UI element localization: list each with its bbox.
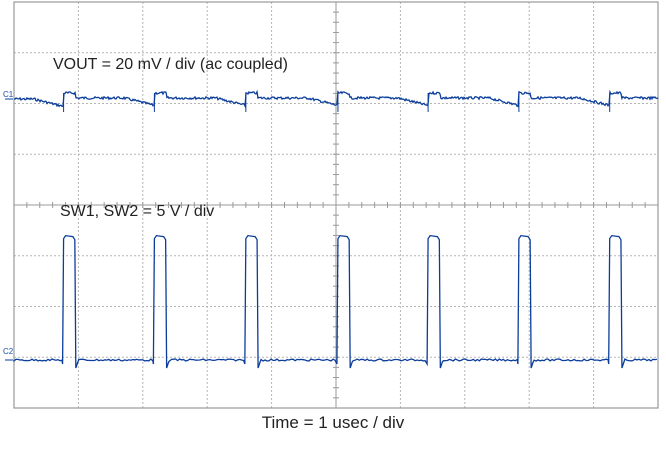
- vout-channel-label: VOUT = 20 mV / div (ac coupled): [53, 56, 288, 73]
- c1-marker: C1: [3, 90, 14, 99]
- time-axis-label: Time = 1 usec / div: [261, 413, 405, 432]
- c2-marker: C2: [3, 347, 14, 356]
- sw-channel-label: SW1, SW2 = 5 V / div: [60, 203, 215, 220]
